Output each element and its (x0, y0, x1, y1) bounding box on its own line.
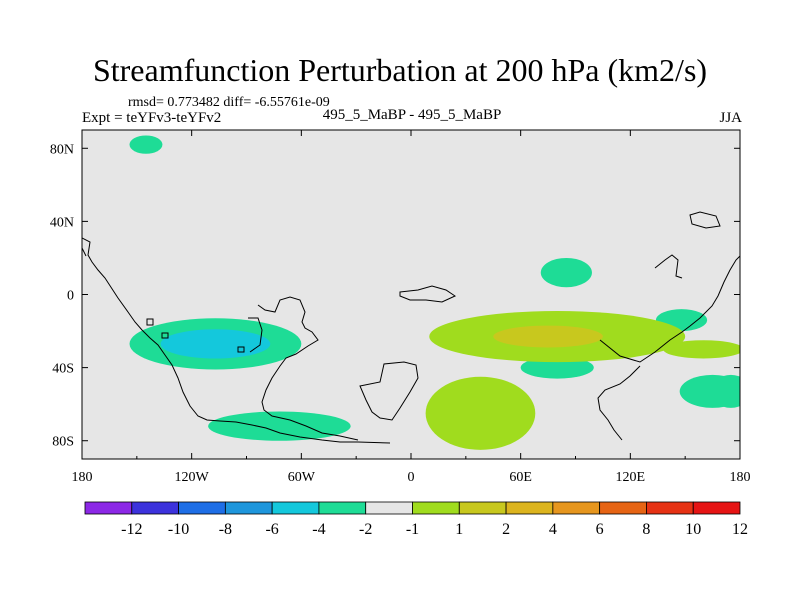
island-1 (146, 318, 154, 326)
anomaly-region-3 (160, 329, 271, 359)
colorbar-swatch (552, 501, 601, 515)
anomaly-region-6 (540, 257, 592, 288)
colorbar-label: -6 (265, 521, 278, 538)
colorbar-label: 1 (455, 521, 463, 538)
colorbar-swatch (365, 501, 413, 515)
colorbar-label: -10 (168, 521, 189, 538)
coastline-americas-west (82, 237, 391, 444)
season-label: JJA (719, 110, 742, 126)
colorbar-swatch (131, 501, 179, 515)
colorbar-label: 4 (549, 521, 557, 538)
colorbar-swatch (318, 501, 367, 515)
coastline-asia (599, 255, 740, 363)
coastline-indonesia (597, 365, 641, 441)
x-tick-label: 180 (730, 470, 751, 485)
anomaly-region-1 (129, 135, 163, 154)
anomaly-region-5 (208, 411, 351, 441)
y-tick-label: 80N (50, 142, 74, 157)
y-tick-label: 40N (50, 215, 74, 230)
x-tick-label: 120W (175, 470, 210, 485)
coastline-americas-east (257, 296, 359, 441)
colorbar-swatch (692, 501, 741, 515)
case-label: 495_5_MaBP - 495_5_MaBP (322, 107, 502, 123)
colorbar-swatch (178, 501, 226, 515)
colorbar-swatch (84, 501, 133, 515)
y-tick-label: 80S (52, 435, 74, 450)
x-tick-label: 60W (288, 470, 316, 485)
coastline-west-edge (82, 247, 87, 257)
colorbar-swatch (412, 501, 460, 515)
colorbar-swatch (271, 501, 320, 515)
island-3 (237, 346, 245, 353)
colorbar-label: -8 (219, 521, 232, 538)
colorbar-label: 8 (642, 521, 650, 538)
anomaly-region-11 (663, 340, 740, 359)
colorbar-label: -12 (121, 521, 142, 538)
colorbar-label: -4 (312, 521, 325, 538)
coastline-central-america (248, 317, 263, 353)
rmsd-label: rmsd= 0.773482 diff= -6.55761e-09 (128, 95, 330, 110)
x-tick-label: 120E (616, 470, 646, 485)
colorbar-label: 10 (685, 521, 701, 538)
x-tick-label: 0 (408, 470, 415, 485)
chart-title: Streamfunction Perturbation at 200 hPa (… (92, 52, 708, 88)
colorbar-label: -2 (359, 521, 372, 538)
experiment-label: Expt = teYFv3-teYFv2 (82, 110, 222, 126)
coastline-africa (399, 285, 457, 303)
colorbar-swatch (646, 501, 694, 515)
anomaly-region-13 (425, 376, 536, 450)
anomaly-region-12 (493, 325, 603, 348)
colorbar-label: 6 (596, 521, 604, 538)
colorbar-label: 2 (502, 521, 510, 538)
x-tick-label: 60E (509, 470, 532, 485)
colorbar-swatch (458, 501, 507, 515)
colorbar-swatch (505, 501, 554, 515)
coastline-asia-north (689, 211, 721, 229)
coastline-africa-south (359, 361, 419, 421)
x-tick-label: 180 (72, 470, 93, 485)
anomaly-region-9 (679, 374, 740, 408)
colorbar-swatch (599, 501, 647, 515)
map-background (82, 130, 740, 459)
anomaly-region-8 (520, 356, 594, 379)
colorbar-label: 12 (732, 521, 748, 538)
colorbar-swatch (224, 501, 273, 515)
island-2 (161, 332, 169, 339)
y-tick-label: 0 (67, 289, 74, 304)
colorbar-label: -1 (406, 521, 419, 538)
y-tick-label: 40S (52, 362, 74, 377)
coastline-eurasia (654, 254, 683, 279)
